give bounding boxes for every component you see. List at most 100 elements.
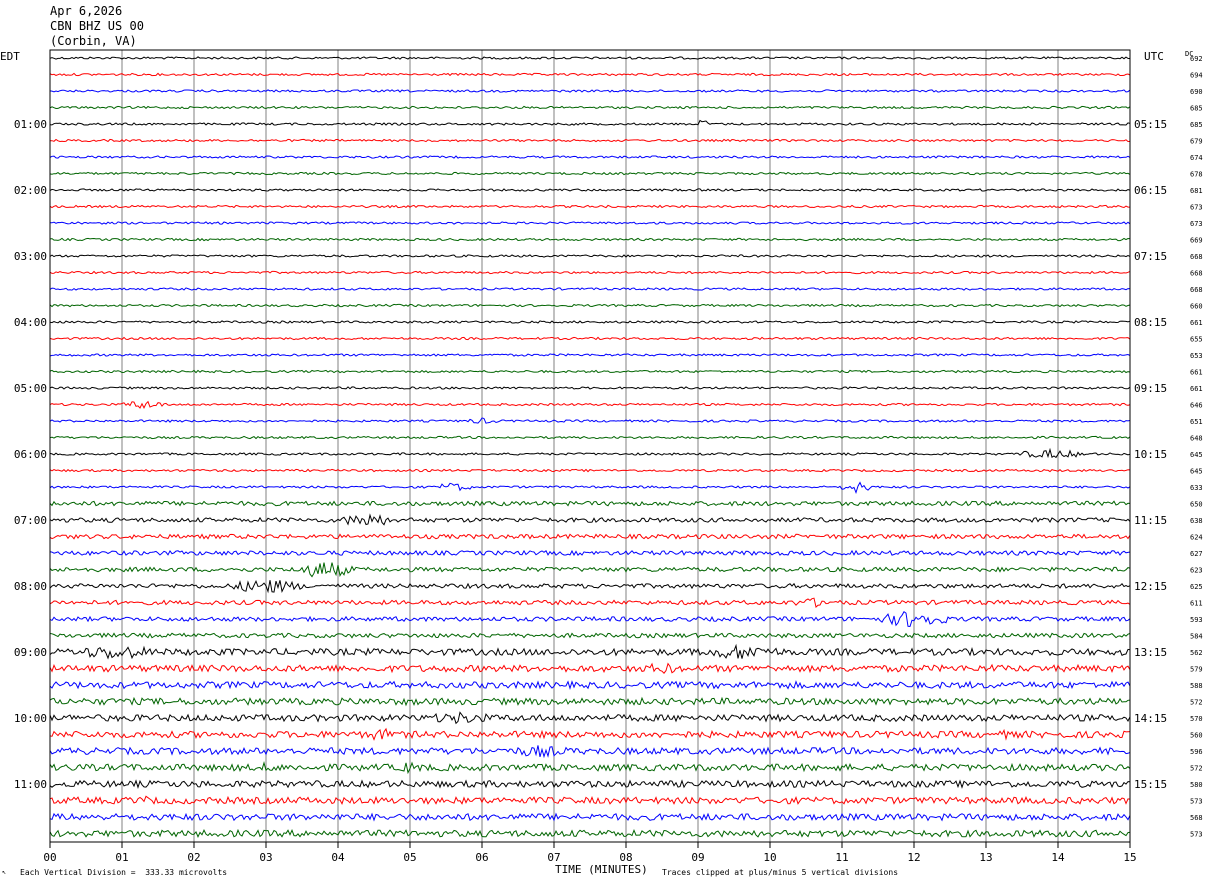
dc-offset-label: 661: [1190, 385, 1203, 393]
seismic-trace: [49, 56, 1131, 60]
dc-offset-label: 668: [1190, 253, 1203, 261]
seismic-trace: [49, 105, 1131, 110]
dc-offset-label: 648: [1190, 435, 1203, 443]
dc-offset-label: 596: [1190, 748, 1203, 756]
x-tick-label: 15: [1123, 851, 1136, 864]
seismic-trace: [49, 254, 1131, 258]
seismic-trace: [49, 417, 1131, 424]
seismic-trace: [49, 119, 1131, 126]
seismic-trace: [49, 549, 1131, 557]
dc-offset-label: 645: [1190, 468, 1203, 476]
edt-time-label: 03:00: [14, 250, 47, 263]
seismic-trace: [49, 287, 1131, 291]
x-axis-title: TIME (MINUTES): [555, 863, 648, 876]
dc-offset-label: 651: [1190, 418, 1203, 426]
utc-time-label: 06:15: [1134, 184, 1167, 197]
dc-offset-label: 588: [1190, 682, 1203, 690]
seismic-trace: [49, 320, 1131, 324]
seismic-trace: [49, 533, 1131, 540]
edt-time-label: 10:00: [14, 712, 47, 725]
dc-offset-label: 668: [1190, 270, 1203, 278]
utc-time-label: 07:15: [1134, 250, 1167, 263]
dc-offset-label: 627: [1190, 550, 1203, 558]
x-ticks: 00 01 02 03 04 05 06 07 08 09 10 11 12 13 14 15: [43, 842, 1137, 864]
seismic-trace: [49, 500, 1131, 507]
seismic-trace: [49, 270, 1131, 275]
axis-labels: EDT UTC DC 01:00 02:00 03:00 04:00 05:00 06:0…: [0, 50, 1203, 839]
seismic-trace: [49, 188, 1131, 192]
seismic-trace: [49, 745, 1131, 759]
dc-offset-label: 646: [1190, 402, 1203, 410]
dc-offset-label: 625: [1190, 583, 1203, 591]
dc-offset-label: 562: [1190, 649, 1203, 657]
seismic-trace: [49, 643, 1131, 660]
scale-mark: ↖: [2, 868, 7, 876]
x-tick-label: 00: [43, 851, 56, 864]
seismic-trace: [49, 812, 1131, 822]
seismic-trace: [49, 237, 1131, 242]
edt-time-label: 08:00: [14, 580, 47, 593]
seismic-trace: [49, 400, 1131, 410]
seismic-trace: [49, 204, 1130, 209]
utc-time-label: 11:15: [1134, 514, 1167, 527]
seismic-trace: [49, 447, 1131, 459]
edt-time-label: 04:00: [14, 316, 47, 329]
dc-offset-label: 681: [1190, 187, 1203, 195]
dc-offset-label: 673: [1190, 220, 1203, 228]
x-tick-label: 03: [259, 851, 272, 864]
utc-time-label: 05:15: [1134, 118, 1167, 131]
seismic-trace: [49, 779, 1131, 789]
dc-offset-label: 678: [1190, 171, 1203, 179]
dc-offset-label: 660: [1190, 303, 1203, 311]
dc-offset-label: 661: [1190, 319, 1203, 327]
scale-note: Each Vertical Division = 333.33 microvol…: [20, 868, 228, 877]
dc-offset-label: 692: [1190, 55, 1203, 63]
seismic-trace: [49, 369, 1131, 374]
dc-offset-label: 572: [1190, 765, 1203, 773]
utc-axis-label: UTC: [1144, 50, 1164, 63]
dc-offset-label: 573: [1190, 831, 1203, 839]
seismic-trace: [49, 795, 1131, 806]
x-tick-label: 06: [475, 851, 488, 864]
edt-time-label: 07:00: [14, 514, 47, 527]
x-tick-label: 10: [763, 851, 776, 864]
x-tick-label: 09: [691, 851, 704, 864]
x-tick-label: 02: [187, 851, 200, 864]
seismic-trace: [49, 138, 1131, 143]
seismic-trace: [49, 353, 1131, 357]
clip-note: Traces clipped at plus/minus 5 vertical …: [662, 868, 899, 877]
header-location: (Corbin, VA): [50, 34, 137, 48]
seismic-trace: [49, 336, 1131, 341]
seismic-trace: [49, 303, 1131, 308]
dc-offset-label: 685: [1190, 105, 1203, 113]
header-date: Apr 6,2026: [50, 4, 123, 18]
dc-offset-label: 638: [1190, 517, 1203, 525]
dc-offset-label: 645: [1190, 451, 1203, 459]
edt-time-label: 02:00: [14, 184, 47, 197]
dc-offset-label: 679: [1190, 138, 1203, 146]
dc-offset-label: 593: [1190, 616, 1203, 624]
seismic-trace: [49, 155, 1131, 159]
utc-time-label: 10:15: [1134, 448, 1167, 461]
utc-time-label: 08:15: [1134, 316, 1167, 329]
seismic-trace: [49, 610, 1131, 628]
edt-time-label: 09:00: [14, 646, 47, 659]
plot-frame: [49, 49, 1131, 843]
header-station: CBN BHZ US 00: [50, 19, 144, 33]
seismic-trace: [49, 632, 1131, 639]
dc-offset-label: 650: [1190, 501, 1203, 509]
dc-offset-label: 611: [1190, 600, 1203, 608]
seismic-trace: [49, 680, 1131, 691]
seismic-trace: [49, 221, 1131, 225]
dc-offset-label: 673: [1190, 204, 1203, 212]
dc-offset-label: 624: [1190, 534, 1203, 542]
edt-time-label: 05:00: [14, 382, 47, 395]
x-tick-label: 04: [331, 851, 345, 864]
trace-area: [49, 56, 1131, 838]
dc-offset-label: 570: [1190, 715, 1203, 723]
dc-offset-label: 690: [1190, 88, 1203, 96]
dc-offset-label: 580: [1190, 781, 1203, 789]
seismic-trace: [49, 89, 1131, 93]
dc-offset-label: 560: [1190, 732, 1203, 740]
